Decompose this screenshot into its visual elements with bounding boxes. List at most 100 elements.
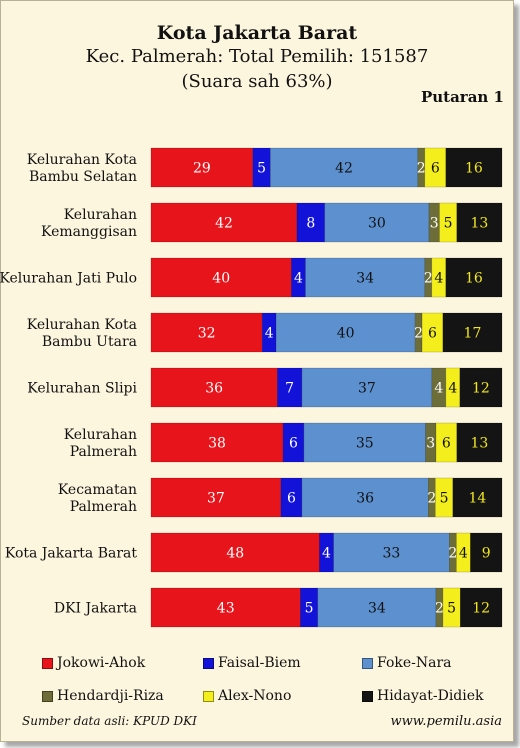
bar-segment [150, 367, 278, 408]
bar-segment [452, 477, 503, 518]
legend-swatch [362, 690, 373, 702]
bar-segment [445, 257, 503, 298]
category-label: Kelurahan Kemanggisan [41, 207, 137, 240]
data-label: 4 [459, 546, 468, 562]
bar-segment [301, 367, 433, 408]
category-label: Kelurahan Kota Bambu Utara [27, 317, 137, 350]
bar-segment [305, 257, 426, 298]
bar-segment [421, 312, 444, 353]
bar-segment [445, 147, 503, 188]
legend-label: Alex-Nono [218, 688, 292, 704]
legend-swatch [203, 690, 214, 702]
data-label: 6 [289, 436, 298, 452]
bar-segment [301, 477, 429, 518]
data-label: 6 [287, 491, 296, 507]
data-label: 37 [358, 381, 376, 397]
category-label-line: Kemanggisan [41, 224, 137, 240]
bar-segment [275, 312, 416, 353]
data-label: 4 [448, 381, 457, 397]
bar-segment [317, 587, 437, 628]
bar-segment [150, 532, 320, 573]
category-label-line: Bambu Utara [42, 334, 137, 350]
data-label: 5 [447, 601, 456, 617]
bar-segment [150, 477, 282, 518]
data-label: 42 [335, 161, 353, 177]
category-label-line: Bambu Selatan [29, 169, 137, 185]
legend-entry: Faisal-Biem [203, 655, 301, 671]
bar-segment [150, 257, 292, 298]
data-label: 40 [212, 271, 230, 287]
data-label: 3 [430, 216, 439, 232]
category-label-line: Kelurahan [64, 427, 137, 443]
legend-label: Faisal-Biem [218, 655, 301, 671]
legend-label: Jokowi-Ahok [57, 655, 146, 671]
data-label: 2 [435, 601, 444, 617]
data-label: 6 [428, 326, 437, 342]
bar-segment [150, 422, 284, 463]
data-label: 2 [414, 326, 423, 342]
category-label: Kelurahan Palmerah [64, 427, 137, 460]
legend-entry: Foke-Nara [362, 655, 452, 671]
data-label: 16 [465, 161, 483, 177]
category-label-line: Kota Jakarta Barat [5, 546, 138, 562]
bar-segment [150, 587, 301, 628]
bar-segment [333, 532, 450, 573]
data-label: 2 [427, 491, 436, 507]
category-label-line: Kelurahan Kota [27, 317, 137, 333]
data-label: 5 [257, 161, 266, 177]
bar-segment [459, 367, 503, 408]
data-label: 17 [464, 326, 482, 342]
category-label-line: Kelurahan Slipi [27, 381, 137, 397]
chart-subtitle: Kec. Palmerah: Total Pemilih: 151587 [85, 46, 429, 67]
website-credit: www.pemilu.asia [390, 714, 502, 729]
category-label-line: DKI Jakarta [54, 601, 137, 617]
valid-votes-note: (Suara sah 63%) [181, 71, 333, 92]
data-label: 2 [417, 161, 426, 177]
bar-segment [456, 422, 503, 463]
data-label: 6 [442, 436, 451, 452]
data-label: 5 [305, 601, 314, 617]
bar-segment [150, 202, 298, 243]
data-label: 5 [440, 491, 449, 507]
data-label: 4 [265, 326, 274, 342]
category-label: Kecamatan Palmerah [58, 482, 137, 515]
data-label: 4 [434, 381, 443, 397]
data-label: 4 [434, 271, 443, 287]
bar-segment [459, 587, 503, 628]
chart-title: Kota Jakarta Barat [156, 22, 358, 44]
category-label-line: Palmerah [70, 499, 137, 515]
data-label: 4 [322, 546, 331, 562]
category-label-line: Kelurahan [64, 207, 137, 223]
data-label: 14 [469, 491, 487, 507]
category-label: Kelurahan Slipi [27, 381, 137, 397]
data-label: 12 [472, 601, 490, 617]
category-label: DKI Jakarta [54, 601, 137, 617]
data-label: 34 [368, 601, 386, 617]
category-label-line: Kelurahan Kota [27, 152, 137, 168]
bar-segment [150, 312, 263, 353]
data-label: 30 [368, 216, 386, 232]
legend-label: Foke-Nara [377, 655, 452, 671]
bar-segment [442, 312, 503, 353]
legend-swatch [203, 657, 214, 669]
data-label: 5 [444, 216, 453, 232]
data-label: 33 [383, 546, 401, 562]
data-source-note: Sumber data asli: KPUD DKI [22, 714, 197, 728]
legend-swatch [42, 657, 53, 669]
data-label: 6 [431, 161, 440, 177]
data-label: 36 [356, 491, 374, 507]
data-label: 13 [470, 436, 488, 452]
data-label: 9 [482, 546, 491, 562]
legend-entry: Jokowi-Ahok [42, 655, 145, 671]
data-label: 29 [193, 161, 211, 177]
legend-entry: Alex-Nono [203, 688, 291, 704]
category-label: Kota Jakarta Barat [5, 546, 138, 562]
category-label: Kelurahan Jati Pulo [0, 271, 137, 287]
data-label: 32 [198, 326, 216, 342]
category-label: Kelurahan Kota Bambu Selatan [27, 152, 137, 185]
legend-swatch [362, 657, 373, 669]
legend-swatch [42, 690, 53, 702]
data-label: 7 [285, 381, 294, 397]
data-label: 2 [448, 546, 457, 562]
